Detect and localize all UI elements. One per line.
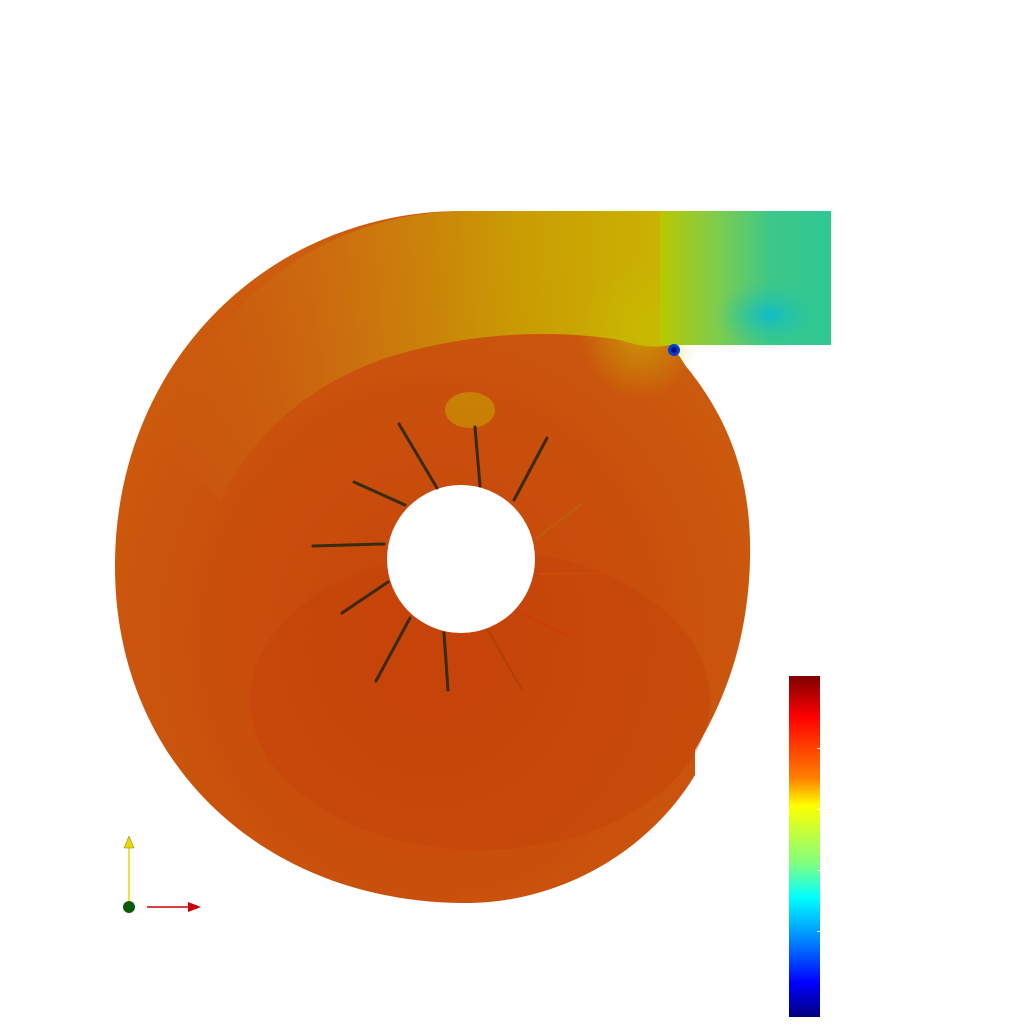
- blade: [512, 436, 549, 502]
- blade: [352, 480, 407, 507]
- impeller-hub: [387, 485, 535, 633]
- axes-triad: [123, 835, 201, 913]
- colorbar-gradient: [789, 676, 820, 1017]
- colorbar-tick: [817, 809, 821, 810]
- blade: [517, 611, 569, 637]
- colorbar-tick: [817, 748, 821, 749]
- blade: [311, 542, 386, 548]
- outlet-duct: [660, 211, 831, 356]
- blade: [473, 425, 482, 488]
- blade: [374, 616, 412, 683]
- x-axis-arrow-icon: [188, 902, 201, 912]
- blade: [536, 504, 581, 539]
- y-axis-arrow-icon: [123, 835, 135, 849]
- colorbar-tick: [817, 870, 821, 871]
- impeller-blades: [311, 422, 609, 692]
- outlet-low-spot: [715, 280, 825, 350]
- blade: [539, 572, 609, 575]
- blade: [340, 580, 390, 615]
- yellow-streak: [445, 392, 495, 428]
- upper-scroll-region: [160, 211, 670, 500]
- lower-dark-band: [250, 550, 710, 850]
- color-legend: [789, 676, 821, 1017]
- blade: [442, 631, 450, 692]
- origin-marker-icon: [123, 901, 135, 913]
- blade: [487, 629, 523, 691]
- colorbar-tick: [817, 931, 821, 932]
- blade: [397, 422, 439, 490]
